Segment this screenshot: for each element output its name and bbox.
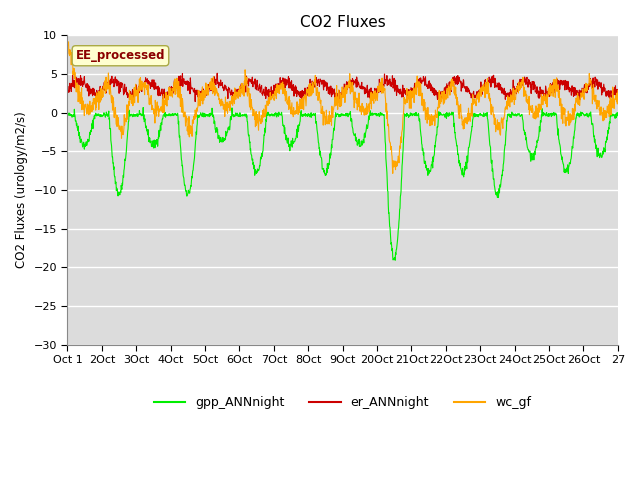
- gpp_ANNnight: [579, 111, 587, 117]
- Title: CO2 Fluxes: CO2 Fluxes: [300, 15, 385, 30]
- er_ANNnight: [213, 71, 221, 76]
- Legend: gpp_ANNnight, er_ANNnight, wc_gf: gpp_ANNnight, er_ANNnight, wc_gf: [149, 391, 536, 414]
- wc_gf: [313, 88, 321, 94]
- Y-axis label: CO2 Fluxes (urology/m2/s): CO2 Fluxes (urology/m2/s): [15, 111, 28, 268]
- gpp_ANNnight: [614, 113, 621, 119]
- er_ANNnight: [579, 89, 587, 95]
- gpp_ANNnight: [313, 123, 321, 129]
- er_ANNnight: [444, 84, 451, 89]
- er_ANNnight: [346, 85, 353, 91]
- Line: wc_gf: wc_gf: [67, 42, 618, 173]
- er_ANNnight: [63, 88, 71, 94]
- gpp_ANNnight: [346, 111, 353, 117]
- wc_gf: [614, 87, 621, 93]
- wc_gf: [346, 81, 353, 87]
- er_ANNnight: [614, 86, 621, 92]
- gpp_ANNnight: [74, 127, 82, 133]
- Text: EE_processed: EE_processed: [76, 49, 165, 62]
- Line: er_ANNnight: er_ANNnight: [67, 73, 618, 103]
- gpp_ANNnight: [140, 105, 147, 110]
- gpp_ANNnight: [63, 111, 71, 117]
- gpp_ANNnight: [163, 111, 170, 117]
- wc_gf: [65, 39, 72, 45]
- wc_gf: [444, 94, 451, 100]
- gpp_ANNnight: [391, 257, 399, 263]
- Line: gpp_ANNnight: gpp_ANNnight: [67, 108, 618, 260]
- er_ANNnight: [506, 100, 513, 106]
- wc_gf: [74, 99, 82, 105]
- er_ANNnight: [313, 80, 321, 85]
- wc_gf: [389, 170, 397, 176]
- wc_gf: [63, 40, 71, 46]
- gpp_ANNnight: [444, 111, 451, 117]
- wc_gf: [163, 93, 170, 99]
- er_ANNnight: [74, 77, 82, 83]
- er_ANNnight: [162, 94, 170, 99]
- wc_gf: [579, 91, 587, 96]
